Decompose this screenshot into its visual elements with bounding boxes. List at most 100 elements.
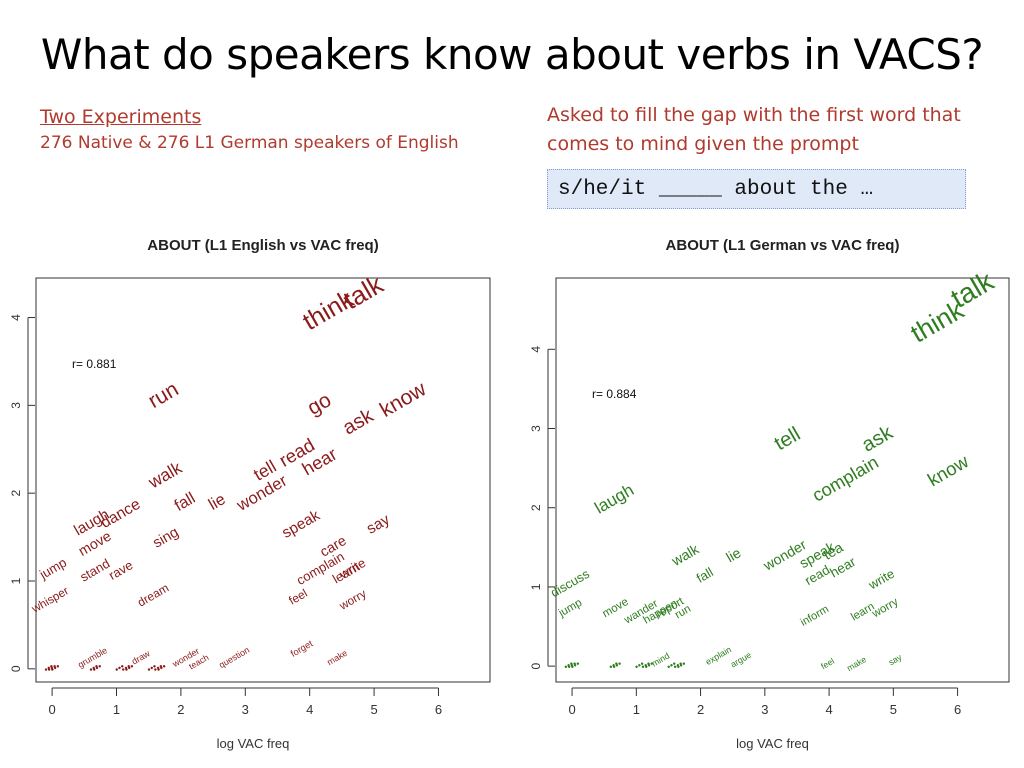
english-y-tick-label: 2 xyxy=(9,490,23,497)
german-scatter-plot: ABOUT (L1 German vs VAC freq) 0 1 2 3 4 5 6 0 1 2 3… xyxy=(529,237,1010,751)
english-x-tick-label: 2 xyxy=(177,702,184,717)
german-cluster-mark: ••• xyxy=(675,659,688,672)
german-x-tick-label: 6 xyxy=(954,702,961,717)
german-point-label: jump xyxy=(556,597,584,620)
german-point-label: explain xyxy=(704,644,733,667)
german-x-axis-label: log VAC freq xyxy=(736,736,809,751)
prompt-text: s/he/it _____ about the … xyxy=(558,178,874,201)
german-cluster-mark: ••• xyxy=(642,659,655,672)
english-zero-cluster: ••••••••• •••••• ••••••••• ••••••••• xyxy=(42,661,168,674)
german-point-label: complain xyxy=(809,452,882,506)
english-cluster-mark: ••• xyxy=(90,661,103,674)
prompt-box: s/he/it _____ about the … xyxy=(547,169,966,209)
german-plot-frame xyxy=(555,277,1010,683)
german-point-label: laugh xyxy=(591,480,637,517)
english-point-label: question xyxy=(217,645,251,670)
german-point-label: worry xyxy=(869,596,900,621)
english-point-label: fall xyxy=(171,489,198,515)
english-point-label: forget xyxy=(289,638,315,659)
german-y-tick-label: 3 xyxy=(529,425,543,432)
german-x-tick-label: 1 xyxy=(633,702,640,717)
english-point-label: speak xyxy=(279,507,323,542)
english-x-tick-label: 4 xyxy=(306,702,313,717)
german-chart-title: ABOUT (L1 German vs VAC freq) xyxy=(666,237,900,254)
german-x-tick-label: 0 xyxy=(568,702,575,717)
english-y-tick-label: 1 xyxy=(9,577,23,584)
english-cluster-mark: ••• xyxy=(87,661,100,674)
german-point-label: say xyxy=(887,652,904,668)
english-point-label: rave xyxy=(106,557,135,583)
german-point-label: discuss xyxy=(548,567,592,600)
experiments-note: Two Experiments 276 Native & 276 L1 Germ… xyxy=(40,104,459,156)
english-point-label: whisper xyxy=(29,584,71,616)
english-cluster-mark: ••• xyxy=(49,661,62,674)
english-cluster-mark: ••• xyxy=(155,661,168,674)
english-scatter-plot: ABOUT (L1 English vs VAC freq) 0 1 2 3 4 5 6 0 1 2… xyxy=(9,237,491,751)
english-cluster-mark: ••• xyxy=(152,661,165,674)
german-x-tick-label: 3 xyxy=(761,702,768,717)
english-x-tick-label: 0 xyxy=(48,702,55,717)
german-cluster-mark: ••• xyxy=(568,659,581,672)
english-point-label: dream xyxy=(135,581,171,610)
english-point-label: go xyxy=(304,388,336,420)
german-cluster-mark: ••• xyxy=(639,659,652,672)
german-cluster-mark: ••• xyxy=(610,659,623,672)
english-point-label: feel xyxy=(286,586,309,608)
english-x-tick-label: 1 xyxy=(113,702,120,717)
english-point-label: dance xyxy=(98,496,144,532)
english-cluster-mark: ••• xyxy=(45,661,58,674)
german-point-label: feel xyxy=(819,656,836,672)
experiments-description: 276 Native & 276 L1 German speakers of E… xyxy=(40,133,459,153)
english-cluster-mark: ••• xyxy=(42,661,55,674)
english-correlation-label: r= 0.881 xyxy=(72,357,117,371)
english-point-label: jump xyxy=(36,555,69,583)
english-y-tick-label: 3 xyxy=(9,402,23,409)
german-point-label: ask xyxy=(858,421,897,456)
german-point-label: fall xyxy=(694,564,716,585)
english-point-label: walk xyxy=(144,457,185,492)
german-x-tick-label: 4 xyxy=(825,702,832,717)
german-y-tick-label: 4 xyxy=(529,346,543,353)
german-x-tick-label: 2 xyxy=(697,702,704,717)
english-point-label: ask xyxy=(339,404,378,439)
german-cluster-mark: ••• xyxy=(671,659,684,672)
english-cluster-mark: ••• xyxy=(145,661,158,674)
german-y-tick-label: 0 xyxy=(529,663,543,670)
english-x-tick-label: 6 xyxy=(435,702,442,717)
task-description: Asked to fill the gap with the first wor… xyxy=(547,104,961,155)
german-cluster-mark: ••• xyxy=(565,659,578,672)
english-y-tick-label: 0 xyxy=(9,665,23,672)
german-point-label: walk xyxy=(669,541,703,570)
german-x-tick-label: 5 xyxy=(890,702,897,717)
german-zero-cluster: ••••••••• •••••• ••••••••• ••••••••• xyxy=(562,659,688,672)
german-y-tick-label: 1 xyxy=(529,583,543,590)
english-point-label: lie xyxy=(205,490,228,514)
english-chart-title: ABOUT (L1 English vs VAC freq) xyxy=(147,237,378,254)
german-point-label: tell xyxy=(771,423,804,455)
german-cluster-mark: ••• xyxy=(665,659,678,672)
english-cluster-mark: ••• xyxy=(119,661,132,674)
german-point-label: know xyxy=(924,450,973,490)
experiments-heading: Two Experiments xyxy=(40,106,202,128)
english-point-label: make xyxy=(325,648,349,668)
german-point-label: lie xyxy=(724,545,744,566)
english-point-label: worry xyxy=(337,587,369,613)
german-cluster-mark: ••• xyxy=(607,659,620,672)
english-point-label: run xyxy=(144,377,183,413)
english-cluster-mark: ••• xyxy=(123,661,136,674)
english-x-tick-label: 3 xyxy=(242,702,249,717)
english-point-label: sing xyxy=(150,524,181,551)
german-point-label: inform xyxy=(799,603,831,629)
english-cluster-mark: ••• xyxy=(113,661,126,674)
english-point-label: say xyxy=(364,511,393,538)
german-cluster-mark: ••• xyxy=(562,659,575,672)
english-point-label: know xyxy=(376,377,431,422)
german-correlation-label: r= 0.884 xyxy=(592,387,637,401)
english-x-tick-label: 5 xyxy=(370,702,377,717)
german-point-label: make xyxy=(845,654,868,673)
german-y-tick-label: 2 xyxy=(529,504,543,511)
english-plot-frame xyxy=(35,277,491,683)
slide-title: What do speakers know about verbs in VAC… xyxy=(40,30,984,79)
english-y-tick-label: 4 xyxy=(9,314,23,321)
german-point-label: write xyxy=(865,566,897,593)
